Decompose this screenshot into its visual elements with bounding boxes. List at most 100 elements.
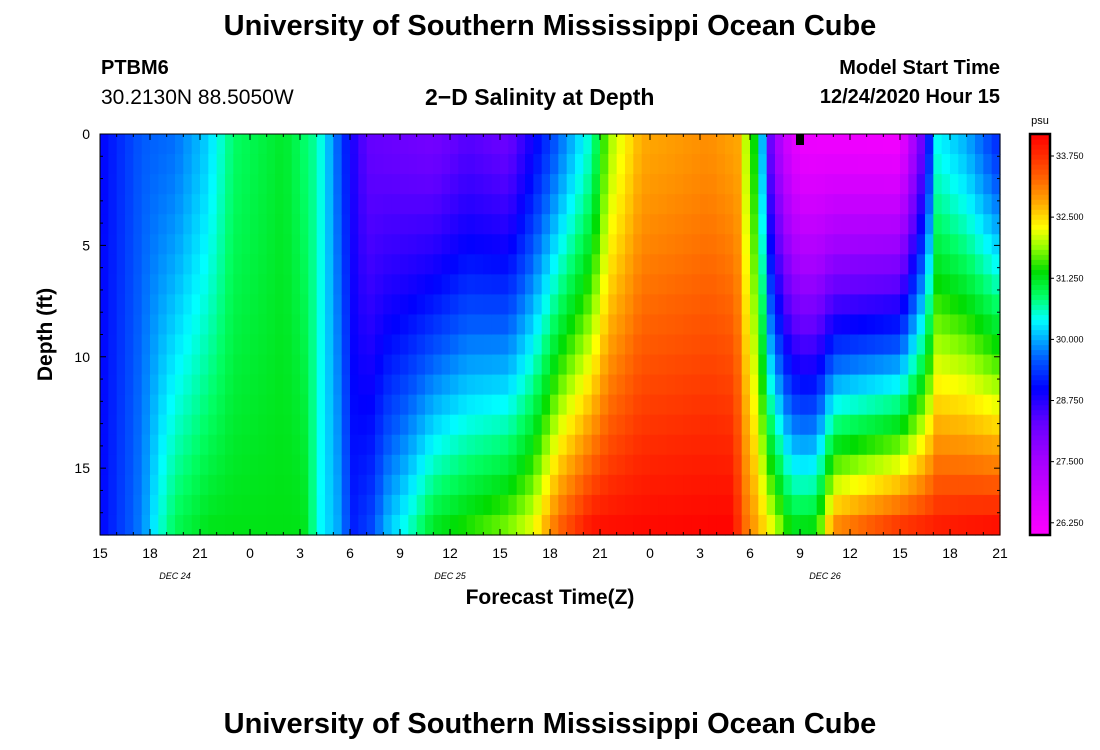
heatmap-cell	[416, 374, 426, 396]
heatmap-cell	[316, 214, 326, 235]
heatmap-cell	[766, 234, 776, 255]
heatmap-cell	[208, 374, 218, 396]
heatmap-cell	[358, 334, 368, 356]
heatmap-cell	[266, 174, 276, 195]
heatmap-cell	[941, 174, 951, 195]
heatmap-cell	[716, 414, 726, 436]
heatmap-cell	[391, 514, 401, 536]
heatmap-cell	[158, 134, 168, 155]
heatmap-cell	[466, 474, 476, 496]
heatmap-cell	[750, 354, 759, 376]
heatmap-cell	[500, 174, 509, 195]
heatmap-cell	[541, 394, 551, 416]
heatmap-cell	[450, 234, 459, 255]
heatmap-cell	[616, 414, 626, 436]
heatmap-cell	[366, 374, 376, 396]
heatmap-cell	[433, 434, 443, 456]
heatmap-cell	[108, 154, 118, 175]
heatmap-cell	[650, 254, 659, 275]
heatmap-cell	[516, 334, 526, 356]
heatmap-cell	[741, 234, 751, 255]
colorbar-segment	[1030, 529, 1050, 536]
heatmap-cell	[841, 134, 851, 155]
heatmap-cell	[175, 334, 184, 356]
heatmap-cell	[341, 514, 351, 536]
heatmap-cell	[666, 234, 676, 255]
heatmap-cell	[700, 394, 709, 416]
heatmap-cell	[300, 234, 309, 255]
x-tick-label: 9	[796, 545, 804, 561]
colorbar-segment	[1030, 134, 1050, 140]
heatmap-cell	[675, 494, 684, 516]
heatmap-cell	[816, 314, 826, 336]
heatmap-cell	[383, 234, 393, 255]
heatmap-cell	[458, 234, 468, 255]
colorbar-segment	[1030, 194, 1050, 200]
heatmap-cell	[600, 454, 609, 476]
heatmap-cell	[975, 254, 984, 275]
heatmap-cell	[450, 354, 459, 376]
heatmap-cell	[350, 294, 359, 316]
heatmap-cell	[841, 374, 851, 396]
heatmap-cell	[108, 314, 118, 336]
heatmap-cell	[425, 354, 434, 376]
heatmap-cell	[775, 454, 784, 476]
heatmap-cell	[991, 254, 1001, 275]
heatmap-cell	[933, 454, 943, 476]
heatmap-cell	[591, 434, 601, 456]
heatmap-cell	[125, 354, 134, 376]
heatmap-cell	[250, 294, 259, 316]
heatmap-cell	[200, 254, 209, 275]
heatmap-cell	[941, 374, 951, 396]
heatmap-cell	[316, 434, 326, 456]
heatmap-cell	[366, 134, 376, 155]
heatmap-cell	[391, 274, 401, 295]
heatmap-cell	[141, 334, 151, 356]
heatmap-cell	[608, 134, 618, 155]
heatmap-cell	[558, 354, 568, 376]
heatmap-cell	[816, 494, 826, 516]
heatmap-cell	[683, 314, 693, 336]
heatmap-cell	[525, 414, 534, 436]
heatmap-cell	[433, 154, 443, 175]
heatmap-cell	[400, 174, 409, 195]
heatmap-cell	[766, 454, 776, 476]
heatmap-cell	[183, 134, 193, 155]
heatmap-cell	[583, 274, 593, 295]
heatmap-cell	[258, 314, 268, 336]
heatmap-cell	[925, 494, 934, 516]
heatmap-cell	[133, 474, 143, 496]
heatmap-cell	[441, 414, 451, 436]
heatmap-cell	[916, 374, 926, 396]
heatmap-cell	[275, 394, 284, 416]
heatmap-cell	[466, 214, 476, 235]
heatmap-cell	[325, 434, 334, 456]
heatmap-cell	[250, 314, 259, 336]
heatmap-cell	[750, 474, 759, 496]
heatmap-cell	[883, 514, 893, 536]
heatmap-cell	[741, 214, 751, 235]
heatmap-cell	[866, 334, 876, 356]
heatmap-cell	[183, 454, 193, 476]
heatmap-cell	[916, 474, 926, 496]
heatmap-cell	[283, 254, 293, 275]
colorbar-tick-label: 27.500	[1056, 457, 1084, 467]
heatmap-cell	[283, 134, 293, 155]
heatmap-cell	[141, 354, 151, 376]
heatmap-cell	[516, 214, 526, 235]
heatmap-cell	[616, 214, 626, 235]
heatmap-cell	[275, 434, 284, 456]
heatmap-cell	[433, 134, 443, 155]
heatmap-cell	[983, 434, 993, 456]
heatmap-cell	[658, 474, 668, 496]
heatmap-cell	[316, 354, 326, 376]
heatmap-cell	[991, 214, 1001, 235]
heatmap-cell	[825, 214, 834, 235]
heatmap-cell	[158, 194, 168, 215]
colorbar-segment	[1030, 479, 1050, 486]
heatmap-cell	[883, 374, 893, 396]
heatmap-cell	[391, 394, 401, 416]
heatmap-cell	[708, 334, 718, 356]
heatmap-cell	[608, 234, 618, 255]
heatmap-cell	[100, 514, 109, 536]
